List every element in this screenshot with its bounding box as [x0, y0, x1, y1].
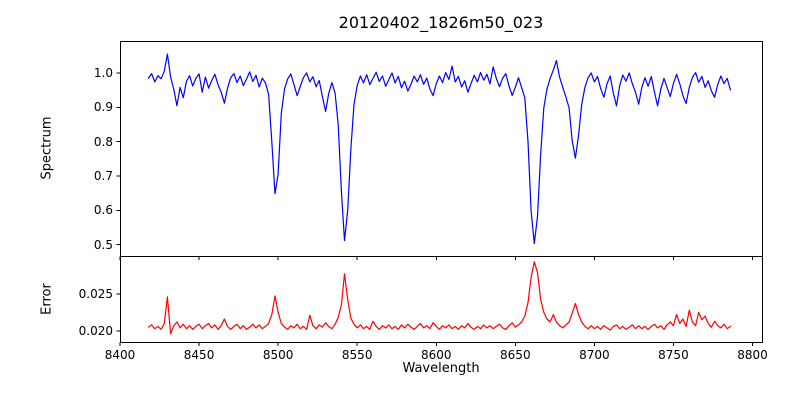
axes-frame-error: [120, 256, 763, 343]
x-tick-label: 8450: [183, 348, 215, 362]
x-tick-label: 8650: [500, 348, 531, 362]
x-tick-label: 8700: [579, 348, 610, 362]
y-tick-label: 0.6: [93, 203, 113, 218]
x-tick-label: 8500: [262, 348, 294, 362]
y-tick-label: 1.0: [93, 65, 113, 80]
y-tick-label: 0.8: [93, 134, 113, 149]
y-tick-label: 0.7: [93, 168, 113, 183]
x-axis-label: Wavelength: [402, 361, 480, 376]
x-tick-label: 8800: [737, 348, 768, 362]
x-tick-label: 8550: [341, 348, 373, 362]
spectrum-line: [147, 53, 732, 245]
y-axis-label-spectrum: Spectrum: [39, 116, 55, 180]
y-tick-label: 0.025: [78, 286, 113, 301]
x-tick-label: 8400: [104, 348, 136, 362]
y-tick-label: 0.5: [93, 237, 113, 252]
y-axis-label-error: Error: [39, 283, 55, 315]
x-tick-label: 8600: [420, 348, 452, 362]
chart-title: 20120402_1826m50_023: [338, 13, 544, 32]
x-tick-label: 8750: [658, 348, 689, 362]
error-line: [147, 261, 732, 335]
y-tick-label: 0.9: [93, 100, 113, 115]
y-tick-label: 0.020: [78, 323, 113, 338]
